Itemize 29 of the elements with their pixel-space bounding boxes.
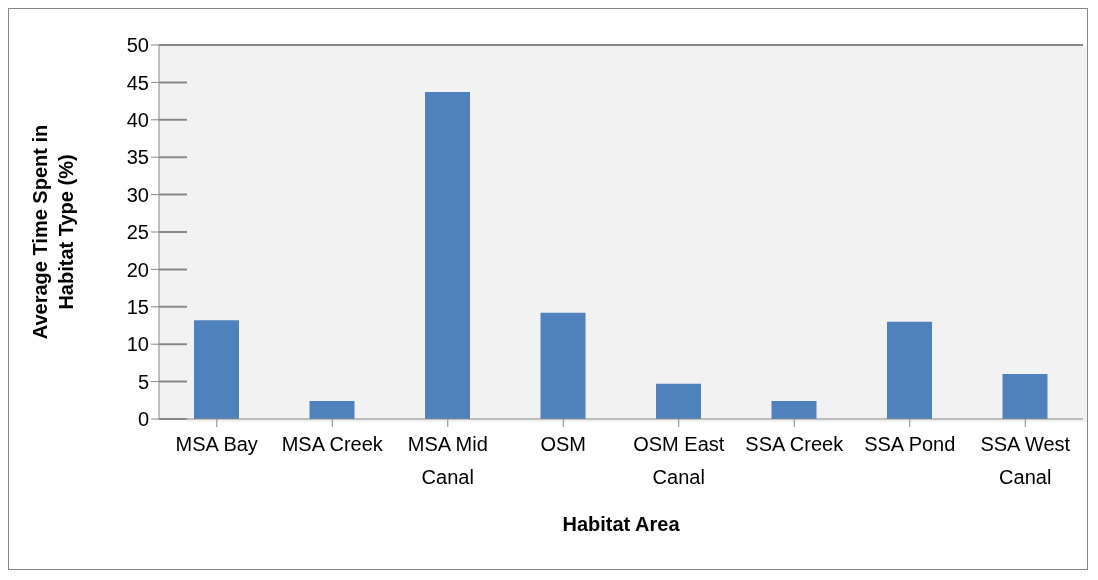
bar [887, 321, 932, 419]
bar [656, 383, 701, 419]
x-tick-label: MSA Creek [281, 433, 384, 455]
y-tick-label: 35 [126, 146, 149, 169]
x-tick-label: OSM East Canal [633, 433, 725, 488]
y-tick-label: 30 [126, 183, 149, 206]
x-tick-label: MSA Bay [175, 433, 258, 455]
y-tick-label: 45 [126, 71, 149, 94]
y-axis-title: Average Time Spent in Habitat Type (%) [29, 124, 77, 340]
bar [540, 312, 586, 419]
bar [425, 92, 470, 419]
x-tick-label: SSA Pond [864, 433, 956, 455]
x-tick-label: OSM [540, 433, 587, 455]
x-tick-label: SSA West Canal [980, 433, 1071, 488]
y-tick-label: 50 [126, 34, 149, 57]
bar [771, 401, 817, 419]
y-tick-label: 15 [126, 295, 149, 318]
x-axis-title: Habitat Area [562, 513, 681, 535]
x-tick-label: MSA Mid Canal [407, 433, 488, 488]
y-tick-label: 20 [126, 258, 149, 281]
y-tick-label: 5 [137, 370, 149, 393]
bar [309, 401, 355, 419]
x-tick-label: SSA Creek [745, 433, 845, 455]
bar [194, 320, 239, 419]
y-tick-label: 25 [126, 221, 149, 244]
y-tick-label: 10 [126, 333, 149, 356]
bar [1002, 374, 1048, 419]
y-tick-label: 0 [137, 408, 149, 431]
y-tick-label: 40 [126, 108, 149, 131]
